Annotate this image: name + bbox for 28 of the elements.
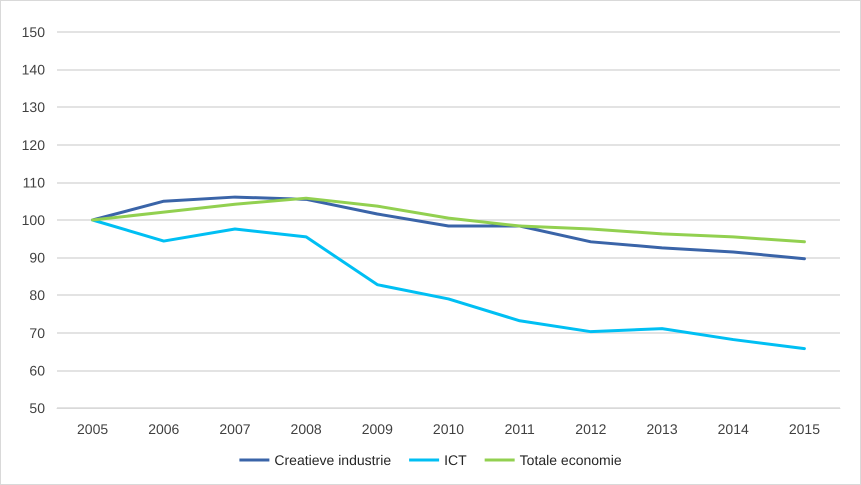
y-tick-label: 100 bbox=[22, 212, 46, 228]
x-tick-label: 2007 bbox=[219, 421, 251, 437]
x-tick-label: 2005 bbox=[77, 421, 108, 437]
x-tick-label: 2008 bbox=[290, 421, 322, 437]
x-tick-label: 2012 bbox=[575, 421, 607, 437]
line-series bbox=[91, 218, 806, 350]
x-tick-label: 2015 bbox=[788, 421, 820, 437]
x-tick-label: 2010 bbox=[432, 421, 464, 437]
x-tick-label: 2013 bbox=[646, 421, 678, 437]
x-tick-label: 2009 bbox=[362, 421, 394, 437]
line-series bbox=[91, 196, 806, 244]
y-tick-label: 80 bbox=[29, 287, 46, 304]
y-tick-label: 150 bbox=[22, 24, 46, 40]
x-tick-label: 2006 bbox=[148, 421, 180, 437]
legend-label: Creatieve industrie bbox=[274, 452, 392, 468]
x-tick-label: 2011 bbox=[504, 421, 535, 437]
y-tick-label: 50 bbox=[29, 400, 46, 416]
y-tick-label: 110 bbox=[22, 174, 46, 190]
y-tick-label: 70 bbox=[29, 324, 46, 341]
line-series bbox=[91, 196, 806, 260]
y-tick-label: 140 bbox=[22, 62, 46, 78]
y-tick-label: 60 bbox=[29, 362, 46, 378]
x-tick-label: 2014 bbox=[718, 421, 750, 437]
y-tick-label: 130 bbox=[22, 99, 46, 116]
legend-label: Totale economie bbox=[520, 452, 622, 468]
y-tick-label: 90 bbox=[29, 250, 46, 266]
y-tick-label: 120 bbox=[22, 136, 46, 153]
legend-label: ICT bbox=[444, 452, 468, 468]
